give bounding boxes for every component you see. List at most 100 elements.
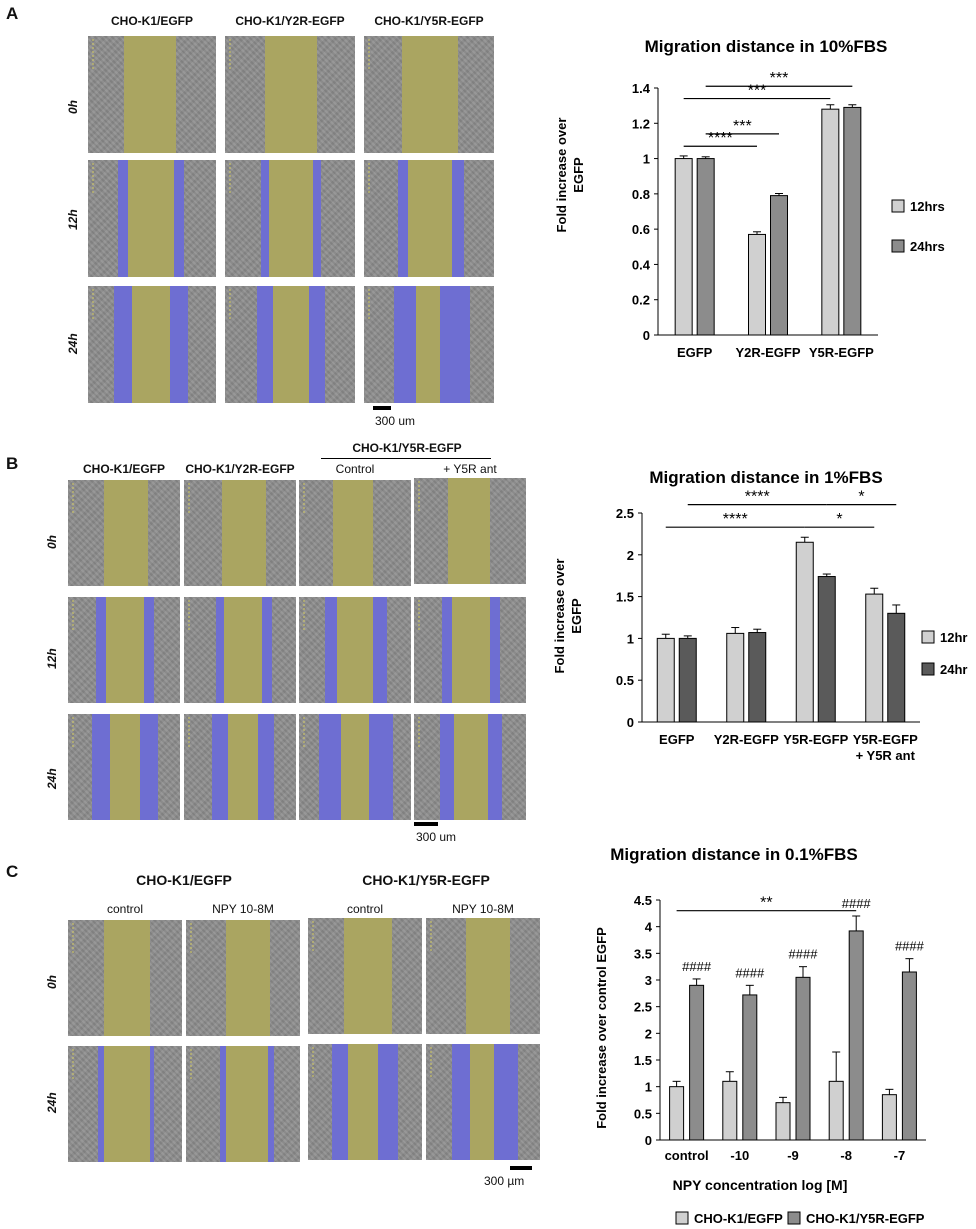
b-micrograph-egfp-0h [68, 480, 180, 586]
a-row-12h-label: 12h [66, 209, 80, 230]
chart-c-bar [722, 1080, 738, 1141]
chart-c-ylabel: Fold increase over control EGFP [594, 927, 609, 1129]
chart-a-significance-label: **** [708, 130, 733, 147]
chart-c-bar [828, 1080, 844, 1141]
chart-c-xtick-label: -10 [730, 1148, 749, 1163]
c-scale-bar [510, 1166, 532, 1170]
chart-c-bar [742, 994, 758, 1141]
chart-b-bar [656, 637, 675, 723]
chart-c-ytick-label: 1 [645, 1080, 652, 1095]
b-micrograph-y5rant-0h [414, 478, 526, 584]
b-micrograph-y5rant-12h [414, 597, 526, 703]
chart-c-significance-label: ** [760, 895, 772, 912]
c-group-y5r-label: CHO-K1/Y5R-EGFP [362, 872, 490, 888]
chart-a-bar [821, 108, 840, 336]
chart-a-ytick-label: 1.2 [632, 116, 650, 131]
chart-a-ylabel-line2: EGFP [571, 157, 586, 193]
b-micrograph-y2r-24h [184, 714, 296, 820]
a-micrograph-egfp-12h [88, 160, 216, 277]
chart-b-title: Migration distance in 1%FBS [649, 468, 882, 487]
b-group-header: CHO-K1/Y5R-EGFP [352, 441, 462, 455]
chart-b-plot: 0 0.5 1 1.5 2 2.5 EGFP Y2R-EGFP Y5R-EGFP Y5R-EGFP… [616, 489, 920, 763]
chart-c-xtick-label: -9 [787, 1148, 799, 1163]
chart-a-legend-label: 12hrs [910, 199, 945, 214]
chart-a-title: Migration distance in 10%FBS [645, 37, 888, 56]
chart-c-bar [901, 971, 917, 1141]
chart-a-legend-swatch [891, 199, 905, 213]
chart-a-plot: 0 0.2 0.4 0.6 0.8 1 1.2 1.4 EGFP Y2R-EGFP Y5R-EGFP… [632, 70, 878, 360]
chart-c-xtick-label: control [665, 1148, 709, 1163]
chart-b-bar [678, 637, 697, 723]
b-col-y5r-ant-label: + Y5R ant [443, 462, 497, 476]
chart-a-ytick-label: 0.8 [632, 187, 650, 202]
chart-a-bar [770, 195, 788, 336]
chart-b-xtick-label: Y5R-EGFP [783, 732, 848, 747]
chart-a-significance-label: *** [733, 118, 752, 135]
b-col-egfp-label: CHO-K1/EGFP [82, 462, 165, 476]
chart-a: Migration distance in 10%FBS Fold increa… [554, 37, 945, 360]
a-col-y2r-label: CHO-K1/Y2R-EGFP [235, 14, 345, 28]
chart-a-xtick-label: Y2R-EGFP [735, 345, 800, 360]
a-scale-label: 300 um [375, 414, 416, 428]
c-col-egfp-control-label: control [106, 902, 144, 916]
chart-c-annotation: #### [682, 959, 712, 974]
chart-a-bar [696, 158, 715, 336]
b-micrograph-egfp-24h [68, 714, 180, 820]
chart-b-legend-swatch [921, 630, 935, 644]
chart-b-xtick-label: Y5R-EGFP [853, 732, 918, 747]
a-micrograph-egfp-0h [88, 36, 216, 153]
chart-b-ylabel: Fold increase over EGFP [552, 559, 584, 674]
b-micrograph-control-24h [299, 714, 411, 820]
c-micrograph-y5r-npy-0h [426, 918, 540, 1034]
chart-b-xtick-label: Y2R-EGFP [714, 732, 779, 747]
a-row-0h-label: 0h [66, 99, 80, 114]
b-micrograph-y2r-12h [184, 597, 296, 703]
chart-c-annotation: #### [789, 947, 819, 962]
c-row-0h-label: 0h [45, 974, 59, 989]
chart-c-ytick-label: 2.5 [634, 1000, 652, 1015]
c-micrograph-egfp-control-0h [68, 920, 182, 1036]
chart-c-plot: 0 0.5 1 1.5 2 2.5 3 3.5 4 4.5 control -10 -9 -8 -7 ####… [634, 893, 926, 1163]
chart-b: Migration distance in 1%FBS Fold increas… [552, 468, 968, 763]
c-micrograph-egfp-npy-0h [186, 920, 300, 1036]
chart-b-ytick-label: 0.5 [616, 673, 634, 688]
chart-c-ytick-label: 0 [645, 1133, 652, 1148]
a-micrograph-y5r-0h [364, 36, 494, 153]
b-micrograph-y5rant-24h [414, 714, 526, 820]
chart-b-bar [726, 632, 745, 723]
b-scale-label: 300 um [416, 830, 457, 844]
chart-a-ytick-label: 0.6 [632, 222, 650, 237]
chart-b-ytick-label: 1.5 [616, 590, 634, 605]
c-micrograph-y5r-npy-24h [426, 1044, 540, 1160]
chart-c-bar [848, 930, 864, 1141]
a-col-egfp-label: CHO-K1/EGFP [110, 14, 193, 28]
chart-a-xtick-label: EGFP [677, 345, 713, 360]
chart-a-ytick-label: 1 [643, 152, 650, 167]
b-col-y2r-label: CHO-K1/Y2R-EGFP [185, 462, 295, 476]
a-micrograph-egfp-24h [88, 286, 216, 403]
a-micrograph-y2r-12h [225, 160, 355, 277]
chart-a-ytick-label: 1.4 [632, 81, 651, 96]
chart-b-significance-label: **** [723, 511, 748, 528]
chart-a-ylabel: Fold increase over EGFP [554, 118, 586, 233]
chart-c-legend-label: CHO-K1/Y5R-EGFP [806, 1211, 925, 1226]
b-micrograph-control-0h [299, 480, 411, 586]
chart-b-ylabel-line2: EGFP [569, 598, 584, 634]
chart-c-ytick-label: 4.5 [634, 893, 652, 908]
panel-a-letter: A [6, 4, 19, 23]
chart-c-legend-label: CHO-K1/EGFP [694, 1211, 783, 1226]
chart-c-bar [775, 1102, 791, 1141]
chart-c: Migration distance in 0.1%FBS Fold incre… [594, 845, 926, 1226]
chart-b-significance-label: * [858, 489, 864, 506]
chart-b-significance-label: **** [745, 489, 770, 506]
chart-a-bar [843, 106, 862, 336]
chart-a-legend-label: 24hrs [910, 239, 945, 254]
b-row-24h-label: 24h [45, 768, 59, 789]
chart-c-bar [881, 1094, 897, 1141]
chart-b-bar [887, 612, 906, 723]
chart-c-ytick-label: 1.5 [634, 1053, 652, 1068]
c-micrograph-y5r-control-24h [308, 1044, 422, 1160]
c-micrograph-egfp-npy-24h [186, 1046, 300, 1162]
a-row-24h-label: 24h [66, 333, 80, 354]
c-group-egfp-label: CHO-K1/EGFP [136, 872, 232, 888]
